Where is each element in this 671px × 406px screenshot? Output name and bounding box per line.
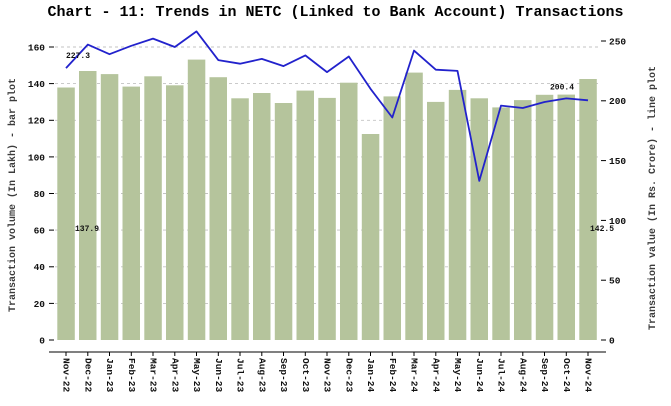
left-tick-label: 120 xyxy=(28,116,45,127)
x-tick-label: Sep-23 xyxy=(278,358,289,393)
x-tick-label: Aug-24 xyxy=(517,358,528,393)
bar-Apr-23 xyxy=(166,85,184,340)
x-tick-label: Jan-23 xyxy=(104,358,115,393)
bar-Nov-23 xyxy=(318,97,336,341)
x-tick-label: May-23 xyxy=(191,358,202,393)
x-tick-label: Dec-22 xyxy=(82,358,93,393)
left-tick-label: 160 xyxy=(28,42,45,53)
x-tick-label: Aug-23 xyxy=(256,358,267,393)
value-line xyxy=(65,30,589,182)
left-tick-label: 20 xyxy=(34,299,46,310)
x-tick-label: Nov-24 xyxy=(583,358,594,393)
x-tick-label: Jun-23 xyxy=(213,358,224,393)
bar-Feb-24 xyxy=(383,96,401,341)
bar-Apr-24 xyxy=(427,101,445,341)
bar-Aug-24 xyxy=(514,100,532,340)
bar-Oct-23 xyxy=(296,90,314,340)
bar-Mar-24 xyxy=(405,72,423,340)
chart-title: Chart - 11: Trends in NETC (Linked to Ba… xyxy=(47,4,624,21)
x-tick-label: Oct-24 xyxy=(561,358,572,393)
bar-Nov-22 xyxy=(57,87,75,340)
x-tick-label: Jul-24 xyxy=(496,358,507,393)
annotation-142.5: 142.5 xyxy=(590,225,614,234)
annotation-137.9: 137.9 xyxy=(75,225,99,234)
annotation-227.3: 227.3 xyxy=(66,52,90,61)
bar-Aug-23 xyxy=(253,93,271,340)
right-tick-label: 100 xyxy=(609,216,626,227)
bar-Dec-23 xyxy=(340,82,358,340)
bar-Feb-23 xyxy=(122,86,140,340)
bar-Dec-22 xyxy=(79,71,97,340)
x-tick-label: Jul-23 xyxy=(235,358,246,393)
bar-Sep-23 xyxy=(274,103,293,340)
x-tick-label: Nov-22 xyxy=(61,358,72,393)
left-tick-label: 80 xyxy=(34,189,46,200)
bar-May-24 xyxy=(448,89,467,341)
bar-Nov-24 xyxy=(579,79,597,340)
bar-Jun-24 xyxy=(470,98,488,340)
bar-Oct-24 xyxy=(557,94,575,340)
x-tick-label: Sep-24 xyxy=(539,358,550,393)
right-tick-label: 200 xyxy=(609,96,626,107)
left-tick-label: 100 xyxy=(28,152,45,163)
bar-May-23 xyxy=(187,59,206,340)
left-tick-label: 60 xyxy=(34,226,46,237)
x-tick-label: May-24 xyxy=(452,358,463,393)
x-tick-label: Jun-24 xyxy=(474,358,485,393)
x-tick-label: Mar-23 xyxy=(148,358,159,393)
bar-Jul-23 xyxy=(231,98,249,340)
bar-Jan-24 xyxy=(361,134,380,340)
bar-Sep-24 xyxy=(535,94,554,340)
x-tick-label: Apr-24 xyxy=(430,358,441,393)
left-tick-label: 0 xyxy=(39,335,45,346)
x-tick-label: Feb-23 xyxy=(126,358,137,393)
bar-Jan-23 xyxy=(100,74,119,340)
bar-Jun-23 xyxy=(209,77,227,340)
x-tick-label: Feb-24 xyxy=(387,358,398,393)
x-tick-label: Oct-23 xyxy=(300,358,311,393)
right-tick-label: 250 xyxy=(609,36,626,47)
left-tick-label: 140 xyxy=(28,79,45,90)
x-tick-label: Apr-23 xyxy=(169,358,180,393)
bar-Mar-23 xyxy=(144,76,162,341)
x-tick-label: Jan-24 xyxy=(365,358,376,393)
right-tick-label: 50 xyxy=(609,276,621,287)
left-tick-label: 40 xyxy=(34,262,46,273)
bar-Jul-24 xyxy=(492,107,510,341)
annotation-200.4: 200.4 xyxy=(550,83,574,92)
x-tick-label: Dec-23 xyxy=(343,358,354,393)
x-tick-label: Mar-24 xyxy=(409,358,420,393)
x-tick-label: Nov-23 xyxy=(322,358,333,393)
right-tick-label: 150 xyxy=(609,156,626,167)
right-tick-label: 0 xyxy=(609,335,615,346)
